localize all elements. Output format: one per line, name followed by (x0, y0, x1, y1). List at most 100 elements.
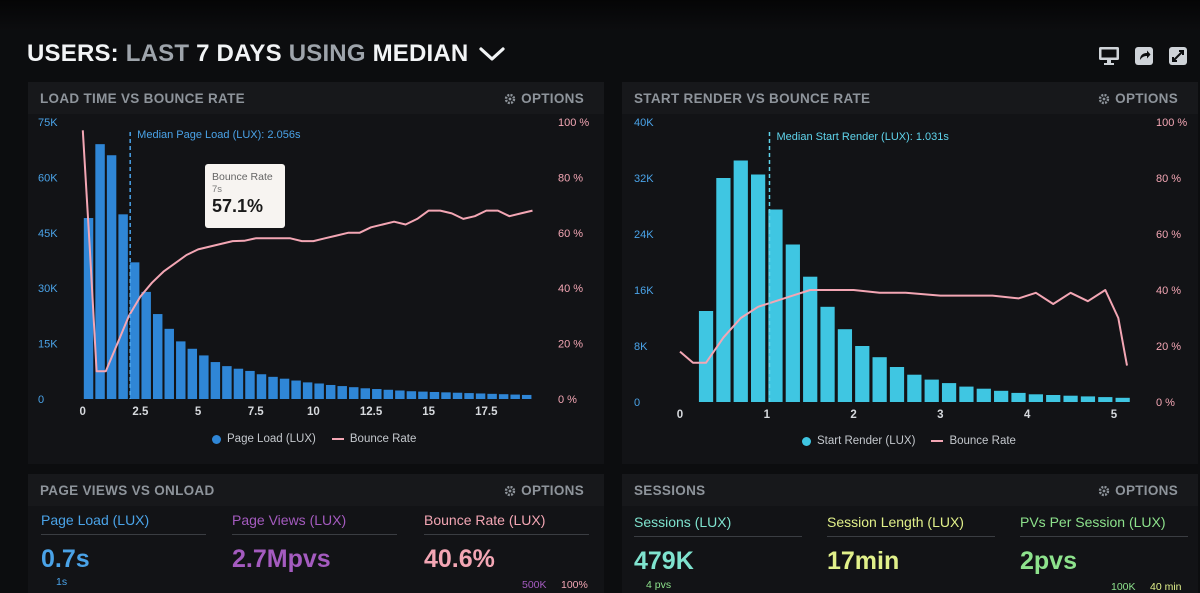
x-tick-label: 2 (850, 409, 856, 421)
histogram-bar (268, 376, 278, 399)
panel-title: SESSIONS (634, 483, 706, 498)
metric-value: 2pvs (1020, 547, 1077, 575)
histogram-bar (256, 374, 267, 399)
options-button[interactable]: OPTIONS (504, 483, 584, 498)
x-tick-label: 17.5 (475, 406, 498, 418)
histogram-bar (83, 218, 94, 399)
histogram-bar (129, 262, 140, 399)
start-render-chart: 0 8K 16K 24K 32K 40K 0 % 20 % 40 % 60 % 80 % 100 % 0… (634, 117, 1187, 421)
gear-icon (504, 485, 516, 496)
x-tick-label: 3 (937, 409, 943, 421)
histogram-bar (464, 393, 474, 399)
fullscreen-icon[interactable] (1168, 46, 1188, 66)
y-right-tick-label: 80 % (558, 172, 583, 184)
legend-label: Page Load (LUX) (227, 433, 316, 445)
legend-label: Bounce Rate (349, 433, 417, 445)
options-button[interactable]: OPTIONS (1098, 483, 1178, 498)
tooltip-sub: 7s (212, 184, 223, 195)
x-tick-label: 7.5 (248, 406, 265, 418)
histogram-bar (837, 329, 853, 402)
histogram-bar (360, 388, 370, 399)
histogram-bar (941, 383, 957, 402)
title-days: DAYS (216, 40, 282, 67)
histogram-bar (210, 362, 221, 399)
legend-item-page-load[interactable]: Page Load (LUX) (212, 433, 316, 445)
y-left-tick-label: 24K (634, 229, 654, 241)
axis-label-right-a: 100K (1111, 581, 1136, 593)
bounce-rate-line (81, 130, 533, 373)
histogram-bar (510, 394, 520, 399)
histogram-bar (164, 328, 174, 399)
histogram-bar (395, 390, 405, 399)
legend-line (331, 438, 344, 440)
legend-dot (212, 434, 221, 444)
tooltip-title: Bounce Rate (212, 171, 273, 183)
histogram-bar (1098, 397, 1113, 402)
histogram-bar (152, 314, 163, 399)
histogram-bar (291, 380, 301, 399)
legend-item-start-render[interactable]: Start Render (LUX) (802, 435, 915, 447)
histogram-bar (383, 389, 394, 399)
options-button[interactable]: OPTIONS (504, 91, 584, 106)
y-left-tick-label: 30K (38, 283, 58, 295)
histogram-bar (976, 388, 991, 402)
metric-label: PVs Per Session (LUX) (1020, 514, 1166, 530)
histogram-bar (924, 379, 939, 402)
panel-header: SESSIONS OPTIONS (622, 474, 1198, 506)
histogram-bar (337, 386, 347, 399)
histogram-bar (498, 394, 509, 399)
sessions-panel: SESSIONS OPTIONS Sessions (LUX) 479K Ses… (622, 474, 1198, 593)
gear-icon (1098, 93, 1110, 104)
monitor-icon[interactable] (1098, 46, 1120, 66)
histogram-bar (698, 311, 714, 402)
histogram-bar (785, 244, 800, 402)
legend-line (931, 440, 944, 442)
histogram-bar (279, 378, 290, 399)
histogram-bar (959, 386, 974, 402)
y-left-tick-label: 32K (634, 173, 654, 185)
legend-item-bounce-rate[interactable]: Bounce Rate (931, 435, 1016, 447)
title-using: USING (288, 40, 366, 67)
histogram-bar (452, 392, 463, 399)
histogram-bar (750, 174, 766, 402)
histogram-bar (302, 382, 313, 399)
options-button[interactable]: OPTIONS (1098, 91, 1178, 106)
x-tick-label: 1 (764, 409, 771, 421)
histogram-bar (487, 393, 497, 399)
axis-label-right-b: 100% (561, 579, 588, 591)
page-title[interactable]: USERS: LAST 7 DAYS USING MEDIAN (27, 40, 505, 69)
chevron-down-icon[interactable] (479, 41, 505, 69)
legend-dot (802, 436, 811, 446)
histogram-bar (1080, 396, 1096, 402)
metric-divider (232, 534, 397, 535)
metric-value: 479K (634, 547, 694, 575)
y-right-tick-label: 80 % (1156, 173, 1181, 185)
histogram-bar (372, 389, 382, 399)
axis-label-right-b: 40 min (1150, 581, 1182, 593)
histogram-bar (349, 387, 359, 399)
legend-label: Bounce Rate (949, 435, 1016, 447)
histogram-bar (768, 209, 783, 402)
histogram-bar (803, 276, 818, 402)
median-label: Median Start Render (LUX): 1.031s (776, 131, 949, 143)
histogram-bar (994, 390, 1009, 402)
gear-icon (504, 93, 516, 104)
histogram-bar (521, 394, 532, 399)
y-left-tick-label: 0 (38, 394, 44, 406)
metric-bounce-rate: Bounce Rate (LUX) 40.6% (424, 512, 589, 574)
metric-sessions: Sessions (LUX) 479K (634, 514, 802, 576)
y-right-tick-label: 20 % (558, 339, 583, 351)
bounce-rate-line (679, 289, 1128, 366)
histogram-bar (820, 306, 835, 402)
y-left-tick-label: 75K (38, 117, 58, 129)
title-median: MEDIAN (372, 40, 469, 67)
histogram-bar (199, 355, 209, 399)
panel-title: PAGE VIEWS VS ONLOAD (40, 483, 215, 498)
top-bezel (0, 0, 1200, 30)
legend-item-bounce-rate[interactable]: Bounce Rate (331, 433, 417, 445)
share-icon[interactable] (1134, 46, 1154, 66)
y-left-tick-label: 8K (634, 341, 648, 353)
metric-value: 0.7s (41, 545, 90, 573)
y-left-tick-label: 0 (634, 397, 640, 409)
x-tick-label: 12.5 (360, 406, 383, 418)
